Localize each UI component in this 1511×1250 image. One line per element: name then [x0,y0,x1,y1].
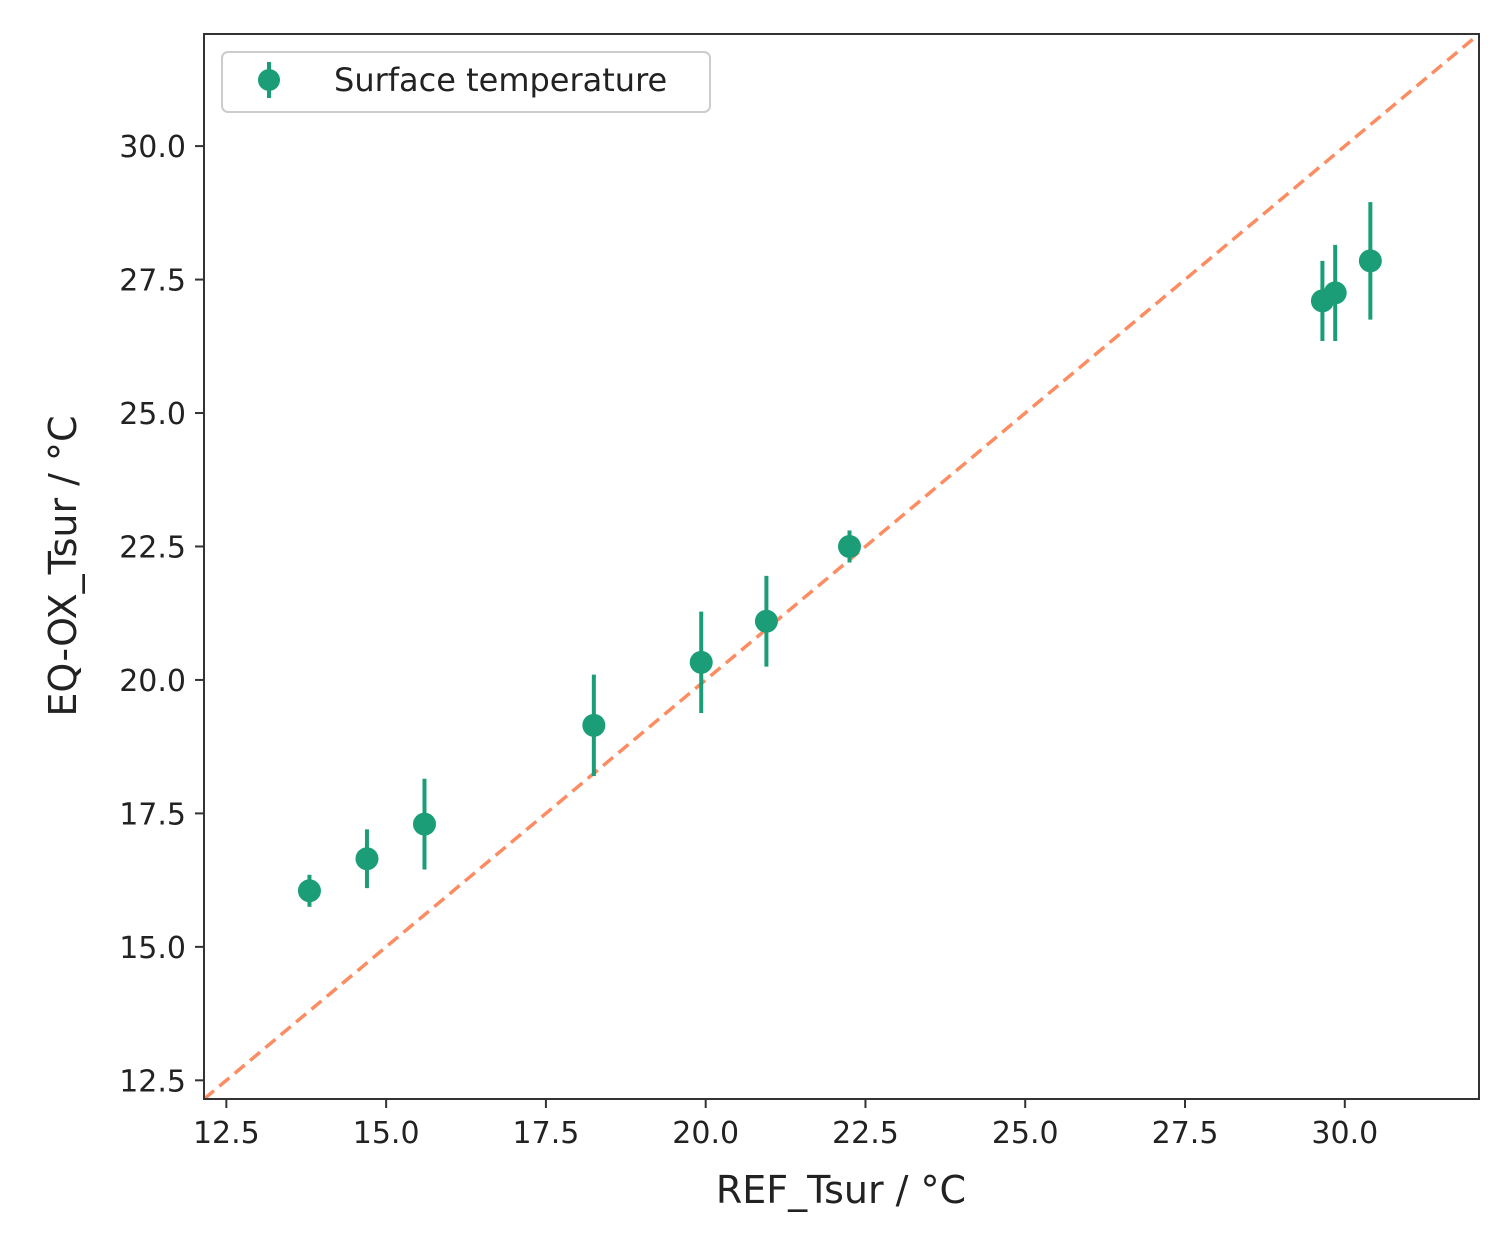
point-marker [412,812,436,836]
data-point [1358,202,1382,320]
x-tick-label: 27.5 [1152,1116,1219,1151]
data-point [689,611,713,714]
y-tick-label: 27.5 [119,264,186,299]
point-marker [689,650,713,674]
data-point [355,829,379,889]
legend: Surface temperature [221,51,711,113]
y-tick-label: 17.5 [119,797,186,832]
plot-frame [203,33,1480,1100]
y-tick-label: 15.0 [119,931,186,966]
x-tick-label: 22.5 [832,1116,899,1151]
y-tick-label: 20.0 [119,664,186,699]
legend-marker [258,69,280,91]
y-tick-label: 22.5 [119,530,186,565]
x-tick-label: 25.0 [992,1116,1059,1151]
x-tick-label: 30.0 [1311,1116,1378,1151]
x-tick-label: 12.5 [193,1116,260,1151]
data-point [297,874,321,907]
reference-line [204,34,1479,1099]
y-tick-label: 30.0 [119,130,186,165]
point-marker [1323,281,1347,305]
point-marker [754,609,778,633]
point-marker [1358,249,1382,273]
x-axis-label: REF_Tsur / °C [716,1168,966,1212]
y-tick-label: 25.0 [119,397,186,432]
y-tick-label: 12.5 [119,1064,186,1099]
point-marker [582,713,606,737]
legend-label: Surface temperature [334,61,667,99]
y-axis-label: EQ-OX_Tsur / °C [41,415,85,716]
data-point [754,575,778,667]
point-marker [297,879,321,903]
x-tick-label: 17.5 [513,1116,580,1151]
x-tick-label: 20.0 [672,1116,739,1151]
point-marker [355,847,379,871]
data-point [582,674,606,777]
legend-box [221,51,711,113]
x-tick-label: 15.0 [353,1116,420,1151]
data-point [412,778,436,870]
data-point [837,530,861,563]
data-point [1323,244,1347,341]
point-marker [837,534,861,558]
